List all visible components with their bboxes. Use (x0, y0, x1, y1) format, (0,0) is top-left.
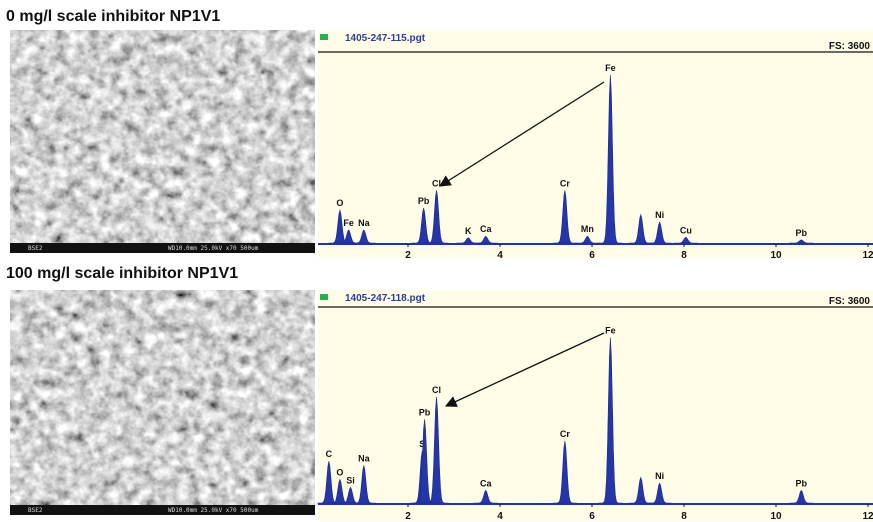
peak-label: Ca (480, 224, 492, 234)
spectrum-peak (424, 396, 449, 504)
x-tick-label: 10 (770, 511, 782, 522)
spectrum-peak (647, 221, 672, 244)
spectrum-peak (598, 74, 623, 244)
x-tick-label: 6 (589, 511, 595, 522)
peak-label: Pb (796, 478, 808, 488)
peak-label: Ca (480, 478, 492, 488)
spectrum-peak (575, 235, 600, 244)
sem-info: WD10.0mm 25.0kV x70 500um (168, 245, 259, 252)
spectrum-background (318, 30, 873, 258)
peak-label: S (419, 439, 425, 449)
x-tick-label: 8 (681, 250, 687, 261)
panel-title: 0 mg/l scale inhibitor NP1V1 (6, 8, 220, 25)
sem-image (10, 30, 315, 253)
peak-label: Pb (419, 407, 431, 417)
x-tick-label: 12 (862, 511, 873, 522)
peak-label: O (336, 468, 343, 478)
spectrum-peak (351, 229, 376, 244)
peak-label: Mn (581, 224, 594, 234)
peak-label: Cr (560, 429, 570, 439)
peak-label: Cu (680, 225, 692, 235)
spectrum-peak (552, 440, 577, 504)
sem-detector: BSE2 (28, 245, 43, 252)
spectrum-peak (789, 239, 814, 244)
x-tick-label: 10 (770, 250, 782, 261)
peak-label: Cr (560, 178, 570, 188)
full-scale: FS: 3600 (829, 41, 871, 52)
peak-label: Na (358, 218, 370, 228)
panel-title: 100 mg/l scale inhibitor NP1V1 (6, 265, 238, 282)
status-indicator (320, 34, 328, 40)
spectrum-peak (673, 236, 698, 244)
peak-label: Cl (432, 385, 441, 395)
sem-info-bar (10, 505, 315, 515)
x-tick-label: 12 (862, 250, 873, 261)
peak-label: Fe (343, 218, 354, 228)
peak-label: Na (358, 453, 370, 463)
peak-label: Pb (796, 228, 808, 238)
spectrum-peak (473, 489, 498, 504)
x-tick-label: 8 (681, 511, 687, 522)
spectrum-peak (789, 489, 814, 504)
peak-label: O (336, 198, 343, 208)
peak-label: K (465, 226, 472, 236)
peak-label: Si (346, 475, 355, 485)
spectrum-peak (351, 465, 376, 504)
peak-label: C (326, 449, 333, 459)
peak-label: Ni (655, 471, 664, 481)
x-tick-label: 4 (497, 511, 503, 522)
status-indicator (320, 294, 328, 300)
full-scale: FS: 3600 (829, 296, 871, 307)
spectrum-file: 1405-247-115.pgt (345, 33, 426, 44)
annotation-arrow (439, 81, 605, 187)
peak-label: Ni (655, 210, 664, 220)
peak-label: Pb (418, 196, 430, 206)
annotation-arrow (444, 332, 605, 407)
sem-detector: BSE2 (28, 507, 43, 514)
peak-label: Cl (432, 178, 441, 188)
x-tick-label: 6 (589, 250, 595, 261)
x-tick-label: 2 (405, 511, 411, 522)
spectrum-peak (598, 337, 623, 504)
spectrum-peak (647, 482, 672, 504)
x-tick-label: 2 (405, 250, 411, 261)
sem-image (10, 290, 315, 515)
spectrum-peak (424, 190, 449, 244)
peak-label: Fe (605, 63, 616, 73)
peak-label: Fe (605, 325, 616, 335)
x-tick-label: 4 (497, 250, 503, 261)
spectrum-peak (552, 190, 577, 244)
sem-info: WD10.0mm 25.0kV x70 500um (168, 507, 259, 514)
spectrum-peak (473, 235, 498, 244)
spectrum-file: 1405-247-118.pgt (345, 293, 426, 304)
sem-info-bar (10, 243, 315, 253)
spectrum-background (318, 290, 873, 521)
